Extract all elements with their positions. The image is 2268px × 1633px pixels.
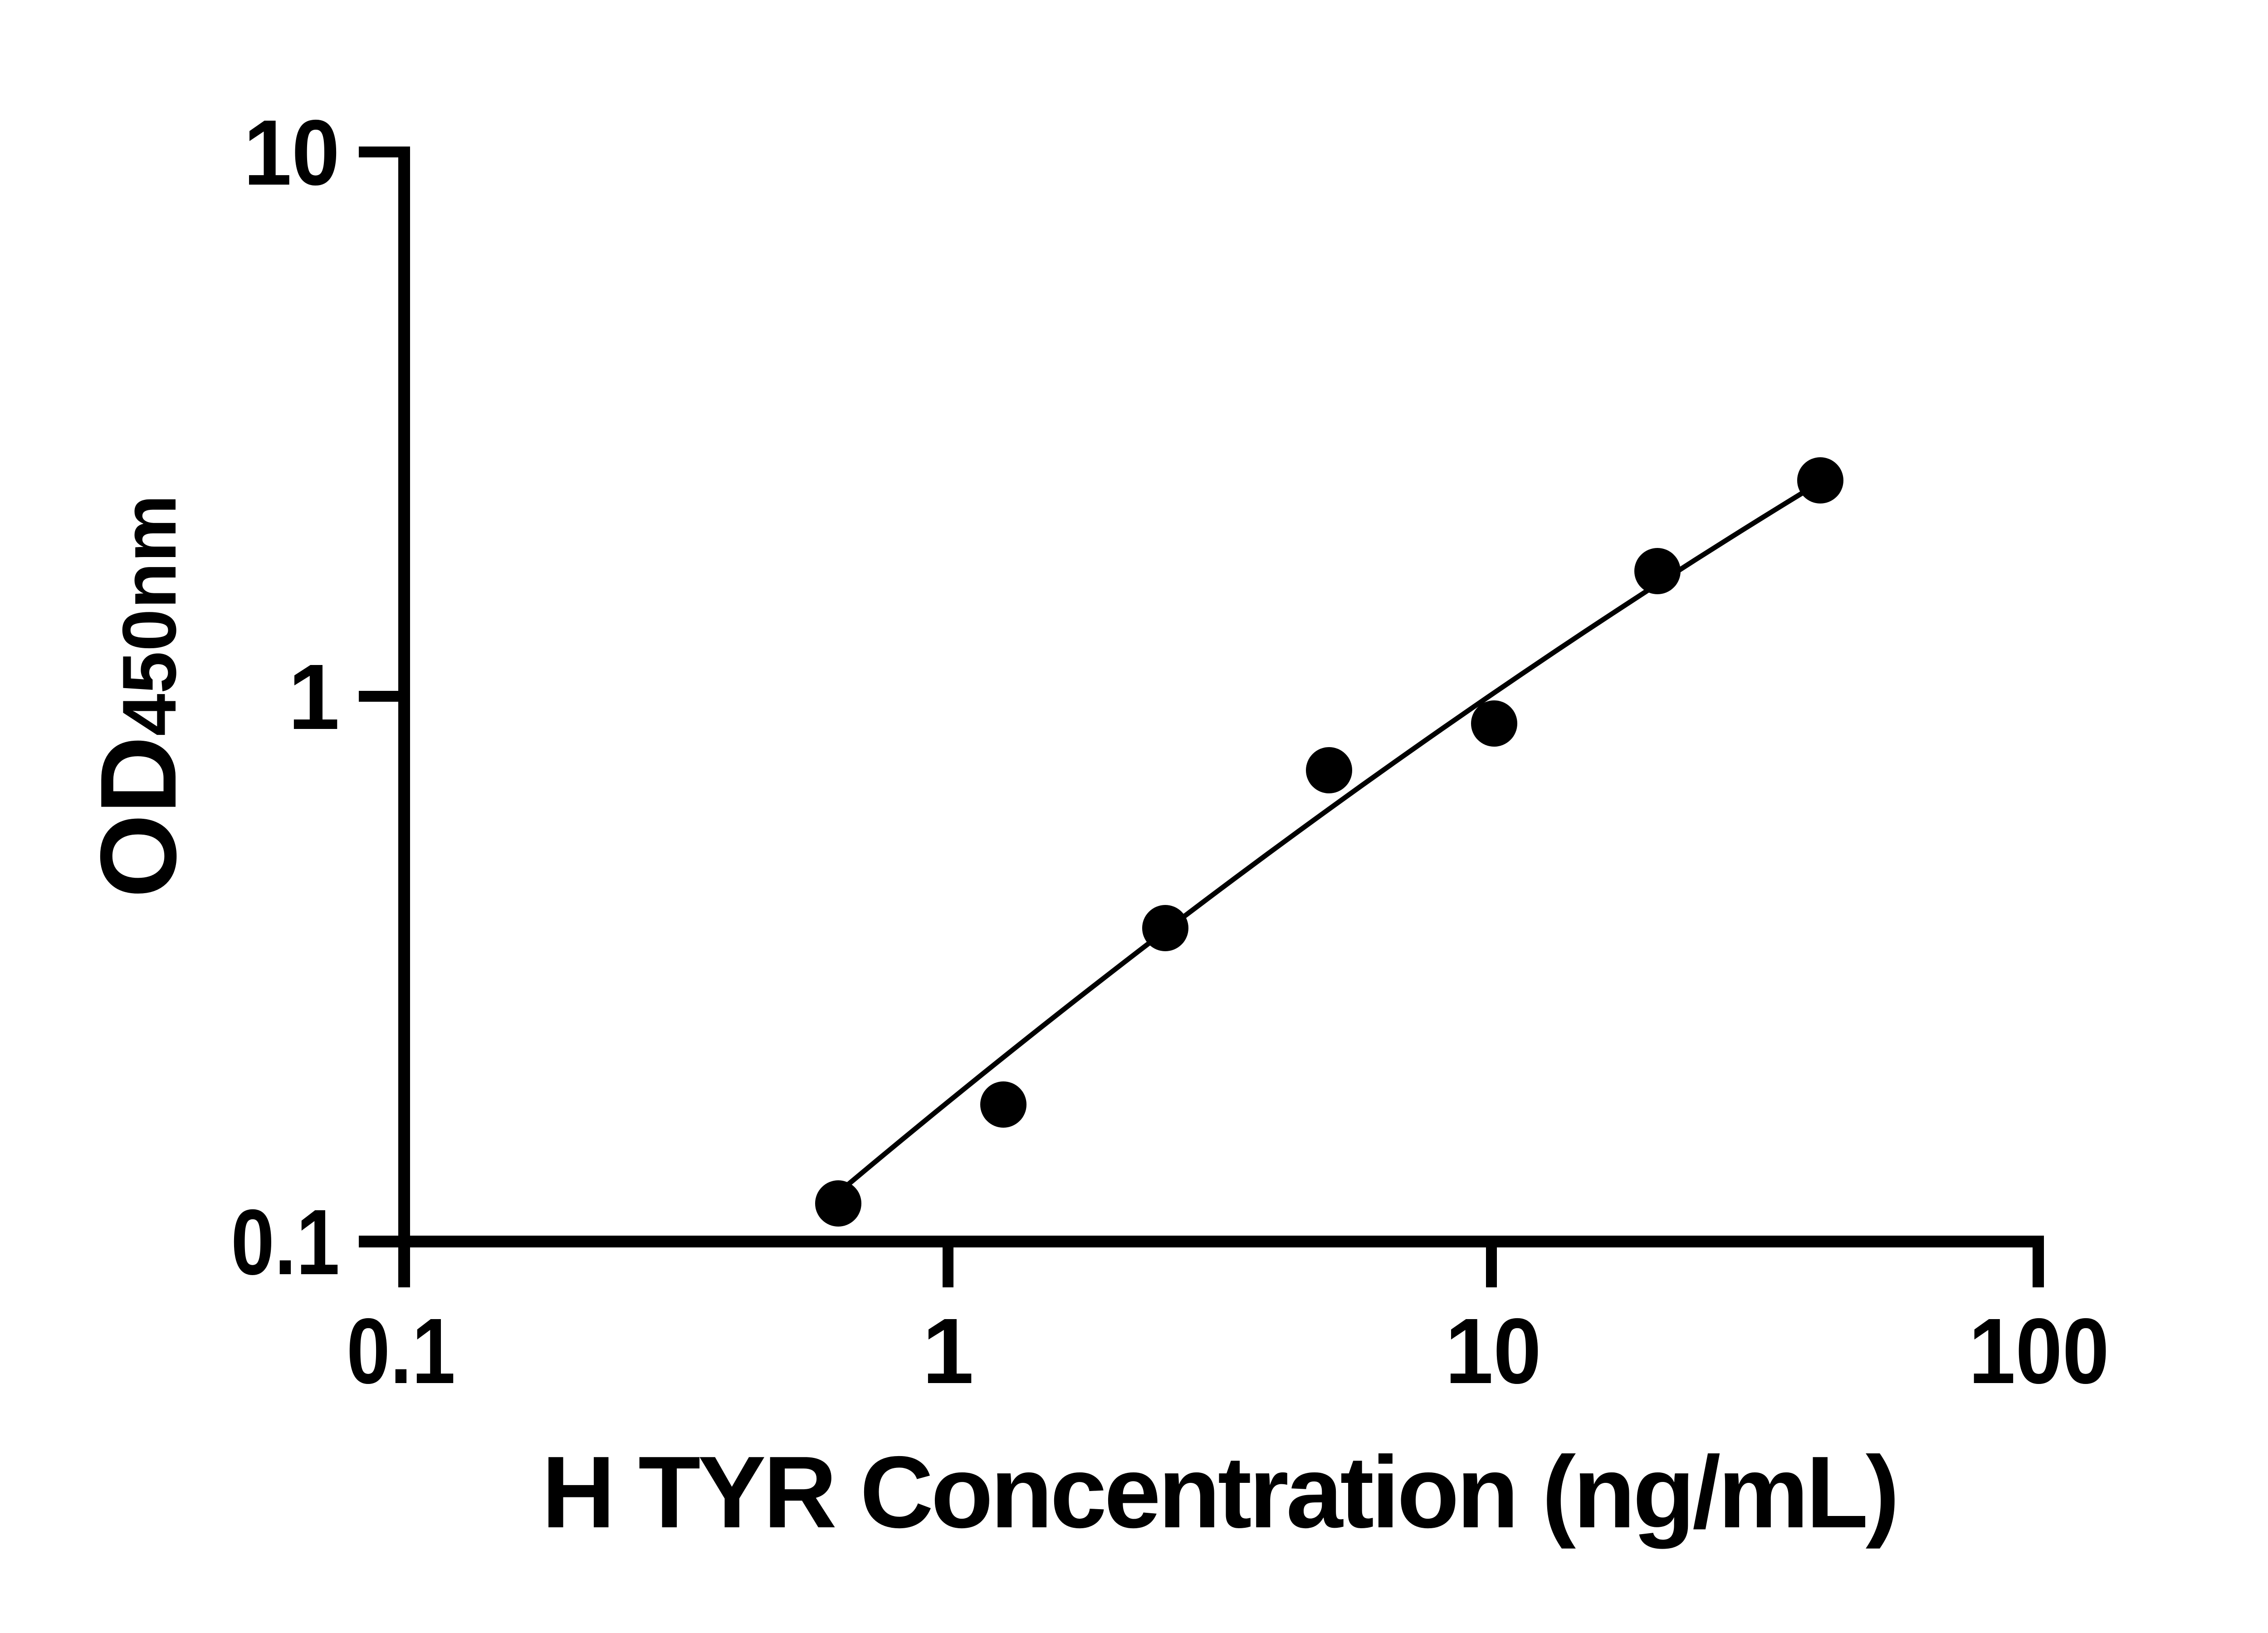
svg-text:H TYR Concentration (ng/mL): H TYR Concentration (ng/mL) xyxy=(542,1435,1897,1549)
svg-text:10: 10 xyxy=(1445,1299,1541,1403)
svg-text:10: 10 xyxy=(244,101,340,205)
svg-text:0.1: 0.1 xyxy=(231,1190,340,1294)
svg-text:100: 100 xyxy=(1969,1299,2109,1403)
svg-text:1: 1 xyxy=(288,645,340,749)
svg-text:0.1: 0.1 xyxy=(347,1299,455,1403)
svg-text:1: 1 xyxy=(922,1299,974,1403)
